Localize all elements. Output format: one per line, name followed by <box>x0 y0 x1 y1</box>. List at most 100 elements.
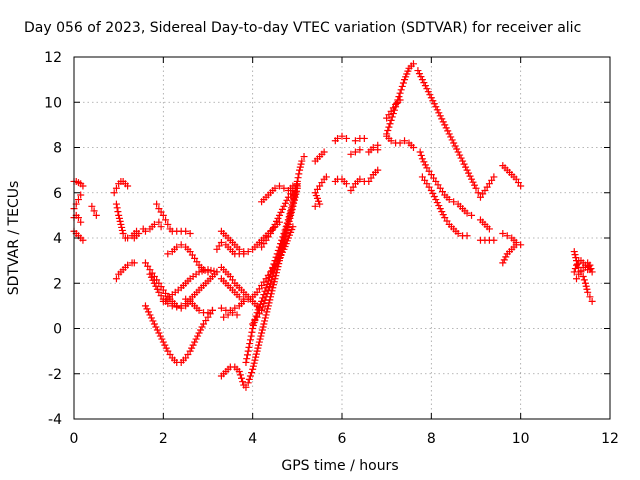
data-point-marker <box>264 305 272 313</box>
data-point-marker <box>116 217 124 225</box>
data-point-marker <box>272 263 280 271</box>
data-point-marker <box>503 232 511 240</box>
data-point-marker <box>282 225 290 233</box>
data-point-marker <box>290 194 298 202</box>
data-point-marker <box>275 182 283 190</box>
data-point-marker <box>240 248 248 256</box>
data-point-marker <box>571 265 579 273</box>
data-point-marker <box>268 287 276 295</box>
data-point-marker <box>584 288 592 296</box>
data-point-marker <box>334 134 342 142</box>
data-point-marker <box>517 182 525 190</box>
data-point-marker <box>243 355 251 363</box>
data-point-marker <box>351 137 359 145</box>
data-point-marker <box>262 293 270 301</box>
y-tick-label: 4 <box>53 231 62 247</box>
data-point-marker <box>401 137 409 145</box>
data-point-marker <box>298 157 306 165</box>
data-point-marker <box>195 329 203 337</box>
data-point-marker <box>271 266 279 274</box>
data-point-marker <box>177 304 185 312</box>
data-point-marker <box>430 100 438 108</box>
data-point-marker <box>275 211 283 219</box>
data-point-marker <box>471 181 479 189</box>
data-point-marker <box>264 286 272 294</box>
data-point-marker <box>396 139 404 147</box>
data-point-marker <box>244 379 252 387</box>
data-point-marker <box>290 191 298 199</box>
data-point-marker <box>279 237 287 245</box>
data-point-marker <box>90 207 98 215</box>
data-point-marker <box>149 317 157 325</box>
data-point-marker <box>414 67 422 75</box>
data-point-marker <box>270 269 278 277</box>
data-point-marker <box>255 338 263 346</box>
data-point-marker <box>119 229 127 237</box>
data-point-marker <box>249 365 257 373</box>
data-point-marker <box>79 182 87 190</box>
data-point-marker <box>415 70 423 78</box>
data-point-marker <box>395 93 403 101</box>
data-point-marker <box>141 227 149 235</box>
data-point-marker <box>270 281 278 289</box>
data-point-marker <box>409 144 417 151</box>
data-point-marker <box>277 208 285 216</box>
data-point-marker <box>153 326 161 334</box>
data-point-marker <box>444 127 452 135</box>
data-point-marker <box>113 204 121 212</box>
data-point-marker <box>432 196 440 204</box>
x-tick-label: 0 <box>70 431 79 447</box>
data-point-marker <box>242 358 250 366</box>
data-point-marker <box>150 320 158 328</box>
data-point-marker <box>416 148 424 156</box>
data-point-marker <box>582 282 590 290</box>
data-point-marker <box>252 350 260 358</box>
data-point-marker <box>285 213 293 221</box>
data-point-marker <box>393 99 401 107</box>
data-point-marker <box>188 344 196 352</box>
data-point-marker <box>284 219 292 227</box>
data-point-marker <box>271 184 279 192</box>
data-point-marker <box>261 296 269 304</box>
data-point-marker <box>287 204 295 212</box>
data-point-marker <box>272 217 280 225</box>
data-point-marker <box>173 243 181 251</box>
x-axis-title: GPS time / hours <box>281 458 398 474</box>
data-point-marker <box>462 163 470 171</box>
data-point-marker <box>427 186 435 194</box>
data-point-marker <box>168 302 176 310</box>
data-point-marker <box>118 226 126 234</box>
data-point-marker <box>374 146 382 154</box>
data-point-marker <box>374 166 382 174</box>
data-point-marker <box>293 180 301 188</box>
data-point-marker <box>195 268 203 276</box>
data-point-marker <box>442 124 450 132</box>
data-point-marker <box>204 268 212 276</box>
data-point-marker <box>570 248 578 256</box>
data-point-marker <box>271 220 279 228</box>
data-point-marker <box>435 109 443 117</box>
data-point-marker <box>289 198 297 206</box>
data-point-marker <box>262 311 270 319</box>
data-point-marker <box>144 308 152 316</box>
data-point-marker <box>585 262 593 270</box>
data-point-marker <box>112 200 120 208</box>
data-point-marker <box>512 241 520 249</box>
data-point-marker <box>141 302 149 310</box>
data-point-marker <box>220 313 228 321</box>
data-point-marker <box>280 184 288 192</box>
data-point-marker <box>570 268 578 276</box>
data-point-marker <box>258 329 266 337</box>
data-point-marker <box>268 276 276 284</box>
data-point-marker <box>269 284 277 292</box>
x-tick-label: 12 <box>601 431 619 447</box>
data-point-marker <box>398 82 406 90</box>
data-point-marker <box>289 182 297 190</box>
data-point-marker <box>124 234 132 242</box>
data-point-marker <box>115 214 123 222</box>
data-point-marker <box>499 259 507 267</box>
data-point-marker <box>263 289 271 297</box>
data-point-marker <box>157 223 165 231</box>
data-point-marker <box>118 223 126 231</box>
data-point-marker <box>433 199 441 207</box>
